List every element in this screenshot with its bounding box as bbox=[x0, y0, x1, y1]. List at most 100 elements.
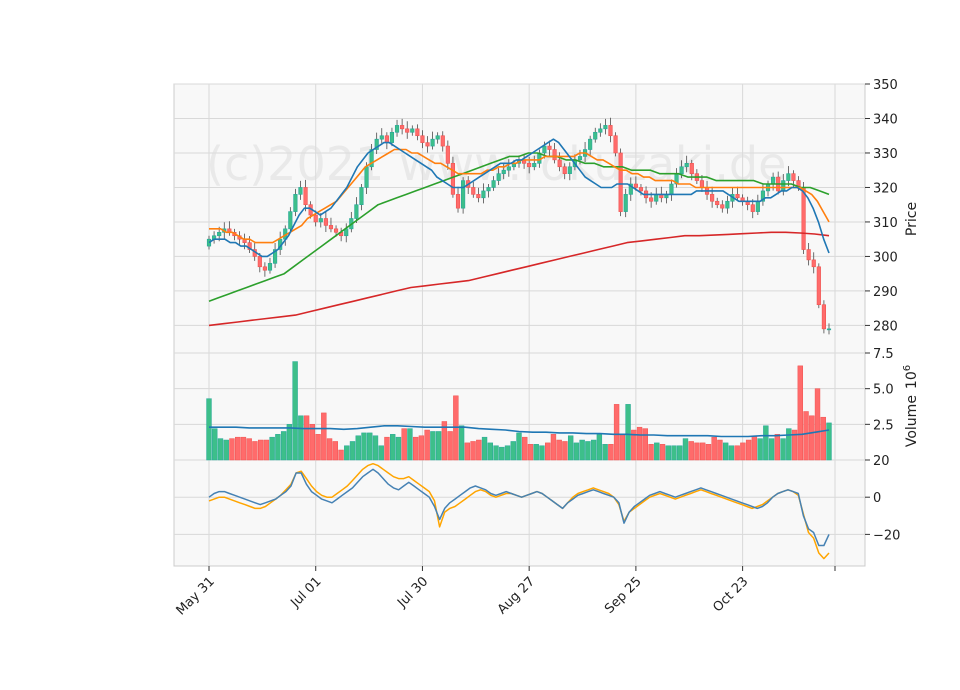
volume-bar bbox=[257, 439, 264, 461]
price-axis-label: Price bbox=[904, 202, 920, 236]
candle-body bbox=[710, 194, 715, 202]
volume-bar bbox=[671, 445, 677, 461]
ma-mid-line bbox=[209, 148, 830, 244]
volume-bar bbox=[648, 444, 654, 461]
candle-body bbox=[638, 187, 644, 192]
x-tick-label: Aug 27 bbox=[495, 574, 538, 617]
ma-slow-line bbox=[208, 152, 830, 303]
candle-body bbox=[440, 135, 445, 147]
volume-bar bbox=[545, 442, 551, 461]
oscillator-panel bbox=[173, 459, 866, 567]
candle-body bbox=[547, 145, 552, 150]
candle-body bbox=[430, 138, 435, 147]
price-tick-label: 310 bbox=[873, 216, 898, 231]
oscillator-lines bbox=[208, 462, 830, 560]
candle-body bbox=[577, 156, 583, 161]
x-tick-label: Sep 25 bbox=[602, 574, 645, 617]
volume-bar bbox=[286, 424, 293, 461]
volume-tick-label: 5.0 bbox=[873, 383, 894, 398]
candle-body bbox=[760, 190, 766, 202]
oscillator-tick-label: 20 bbox=[873, 454, 890, 469]
volume-bar bbox=[481, 436, 488, 461]
volume-bar bbox=[791, 429, 798, 461]
candle-body bbox=[410, 128, 415, 133]
volume-bar bbox=[694, 442, 700, 461]
price-tick-label: 280 bbox=[873, 319, 898, 334]
volume-tick-label: 7.5 bbox=[873, 347, 894, 362]
candle-body bbox=[811, 259, 816, 268]
volume-bar bbox=[344, 445, 350, 461]
volume-bar bbox=[585, 441, 591, 461]
candle-body bbox=[206, 238, 212, 247]
candle-body bbox=[405, 128, 410, 133]
volume-axis-label-text: Volume bbox=[904, 395, 920, 447]
volume-tick-label: 2.5 bbox=[873, 418, 894, 433]
oscillator-tick-label: 0 bbox=[873, 491, 881, 506]
volume-bar bbox=[212, 428, 218, 461]
volume-bar bbox=[579, 439, 585, 461]
candle-body bbox=[715, 200, 720, 206]
candle-body bbox=[557, 159, 562, 168]
volume-bar bbox=[476, 439, 482, 461]
candle-body bbox=[247, 242, 252, 250]
candle-body bbox=[720, 204, 725, 209]
volume-axis-exp-base: 10 bbox=[904, 371, 920, 389]
volume-bar bbox=[613, 404, 620, 461]
candle-body bbox=[608, 125, 613, 137]
volume-bar bbox=[786, 428, 792, 461]
candle-body bbox=[267, 263, 273, 271]
candle-body bbox=[486, 187, 491, 192]
oscillator-main-line bbox=[208, 468, 830, 547]
candle-body bbox=[735, 194, 740, 199]
volume-bar bbox=[223, 439, 229, 461]
volume-bar bbox=[309, 424, 316, 461]
candle-body bbox=[633, 183, 638, 188]
volume-bar bbox=[384, 436, 390, 461]
volume-bar bbox=[441, 421, 448, 461]
ma-long-line bbox=[208, 231, 830, 327]
candle-body bbox=[501, 169, 506, 174]
candle-body bbox=[806, 249, 811, 261]
volume-bar bbox=[470, 441, 476, 461]
volume-bar bbox=[355, 435, 361, 461]
moving-average-lines bbox=[208, 138, 830, 327]
volume-bar bbox=[516, 432, 522, 461]
volume-bar bbox=[763, 425, 769, 461]
candle-body bbox=[689, 163, 694, 174]
volume-bar bbox=[499, 446, 505, 461]
candle-body bbox=[318, 218, 323, 223]
candle-body bbox=[313, 214, 318, 223]
candle-body bbox=[298, 187, 303, 195]
volume-bar bbox=[412, 436, 419, 461]
volume-bar bbox=[493, 445, 499, 461]
candle-body bbox=[496, 173, 501, 181]
price-tick-label: 300 bbox=[873, 250, 898, 265]
volume-bar bbox=[654, 442, 660, 461]
ma-fast-line bbox=[208, 138, 830, 258]
candle-body bbox=[801, 187, 806, 250]
volume-axis-exp-power: 6 bbox=[902, 365, 913, 371]
volume-bar bbox=[246, 438, 252, 461]
volume-bar bbox=[814, 388, 821, 461]
volume-bar bbox=[751, 435, 758, 461]
volume-bar bbox=[636, 426, 643, 461]
volume-bar bbox=[464, 442, 471, 461]
x-tick-label: Jul 30 bbox=[394, 574, 431, 611]
candle-body bbox=[771, 176, 776, 185]
candle-body bbox=[725, 200, 730, 209]
volume-bar bbox=[533, 444, 539, 461]
x-tick-label: Oct 23 bbox=[710, 574, 751, 615]
volume-bar bbox=[435, 431, 442, 461]
candle-body bbox=[354, 204, 359, 219]
candle-body bbox=[389, 131, 395, 143]
volume-bar bbox=[717, 439, 723, 461]
volume-average-line bbox=[209, 424, 830, 438]
volume-bar bbox=[700, 442, 706, 461]
volume-bar bbox=[487, 442, 493, 461]
candle-body bbox=[628, 183, 633, 195]
candle-body bbox=[567, 166, 572, 174]
candle-body bbox=[618, 152, 623, 212]
volume-bars bbox=[206, 361, 832, 461]
volume-bar bbox=[338, 449, 344, 461]
